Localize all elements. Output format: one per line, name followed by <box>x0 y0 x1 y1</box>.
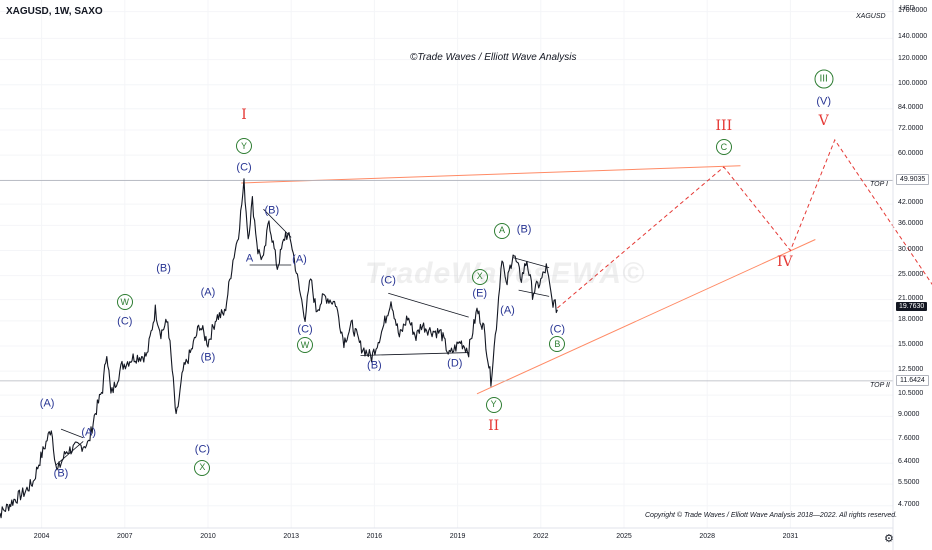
wave-label: (C) <box>236 161 252 174</box>
y-tick-label: 100.0000 <box>898 79 928 87</box>
wave-label: (E) <box>472 287 488 300</box>
x-tick-label: 2010 <box>200 533 216 540</box>
y-tick-label: 36.0000 <box>898 220 924 228</box>
wave-label: A <box>245 252 254 265</box>
y-tick-label: 21.0000 <box>898 294 924 302</box>
author-credit: ©Trade Waves / Elliott Wave Analysis <box>410 52 577 63</box>
y-tick-label: 10.5000 <box>898 390 924 398</box>
trendline-lower <box>476 239 816 395</box>
wave-label: (A) <box>200 286 216 299</box>
wave-label: Y <box>485 396 502 413</box>
x-tick-label: 2019 <box>449 533 466 540</box>
wave-label: (A) <box>500 304 515 317</box>
wave-label: X <box>471 268 488 285</box>
wave-label: (A) <box>39 397 55 410</box>
wave-label: Y <box>236 138 253 155</box>
trendline-tri-bot <box>360 352 469 356</box>
y-tick-label: 170.0000 <box>898 6 928 14</box>
gridlines <box>0 0 893 528</box>
symbol-title[interactable]: XAGUSD, 1W, SAXO <box>6 6 103 17</box>
watermark: TradeWavesEWA© <box>365 257 646 290</box>
x-tick-label: 2016 <box>366 533 383 540</box>
wave-label: W <box>116 294 133 311</box>
wave-label: (C) <box>117 315 133 328</box>
y-tick-label: 9.0000 <box>898 411 920 419</box>
y-tick-label: 6.4000 <box>898 458 920 466</box>
symbol-label-right: XAGUSD <box>856 13 886 20</box>
x-tick-label: 2007 <box>117 533 133 540</box>
y-tick-label: 7.6000 <box>898 434 920 442</box>
trendline-ab-2 <box>60 428 84 439</box>
x-tick-label: 2004 <box>33 533 50 540</box>
level-price-tag: 11.6424 <box>896 374 929 386</box>
wave-label: X <box>194 459 211 476</box>
horizontal-levels <box>0 180 893 382</box>
wave-label: (A) <box>81 426 97 439</box>
wave-label: (B) <box>156 262 171 275</box>
wave-label: III <box>814 69 834 89</box>
wave-label: C <box>715 139 732 156</box>
wave-label: (C) <box>549 323 566 336</box>
y-tick-label: 12.5000 <box>898 366 924 374</box>
wave-label: (D) <box>447 357 463 370</box>
gear-icon[interactable]: ⚙ <box>884 533 894 545</box>
wave-label: III <box>715 118 733 135</box>
projection-path <box>557 138 932 309</box>
wave-label: IV <box>777 253 793 270</box>
y-tick-label: 5.5000 <box>898 479 920 487</box>
x-tick-label: 2013 <box>283 533 299 540</box>
level-label: TOP I <box>870 181 888 189</box>
wave-label: (B) <box>200 351 216 364</box>
trendline-b-1 <box>512 257 550 268</box>
x-tick-label: 2031 <box>782 533 799 540</box>
y-tick-label: 25.0000 <box>898 270 924 278</box>
x-tick-label: 2022 <box>532 533 549 540</box>
wave-label: A <box>493 222 510 239</box>
last-price-tag: 19.7630 <box>896 302 928 311</box>
wave-label: V <box>818 112 829 129</box>
projection-line <box>557 138 932 309</box>
y-tick-label: 18.0000 <box>898 315 924 323</box>
wave-label: I <box>241 107 247 124</box>
copyright-notice: Copyright © Trade Waves / Elliott Wave A… <box>645 512 898 519</box>
wave-label: (A) <box>292 253 307 266</box>
wave-label: B <box>549 336 566 353</box>
wave-label: (B) <box>516 223 532 236</box>
y-tick-label: 120.0000 <box>898 54 928 62</box>
wave-label: (B) <box>264 204 280 217</box>
price-series <box>0 178 558 519</box>
wave-label: II <box>488 418 500 435</box>
trendline-ab-4 <box>263 208 292 238</box>
y-tick-label: 15.0000 <box>898 340 924 348</box>
y-tick-label: 42.0000 <box>898 199 924 207</box>
level-label: TOP II <box>870 381 890 389</box>
wave-label: (B) <box>53 467 69 480</box>
wave-label: (C) <box>194 443 211 456</box>
currency-label: USD <box>900 5 915 12</box>
y-tick-label: 4.7000 <box>898 500 920 508</box>
y-tick-label: 30.0000 <box>898 245 924 253</box>
y-tick-label: 72.0000 <box>898 124 924 132</box>
y-tick-label: 140.0000 <box>898 33 928 41</box>
level-price-tag: 49.9035 <box>896 174 930 186</box>
wave-label: (B) <box>367 359 382 372</box>
trendline-tri-top <box>388 292 469 318</box>
wave-label: W <box>297 337 314 354</box>
y-tick-label: 84.0000 <box>898 103 924 111</box>
wave-label: (C) <box>297 323 313 336</box>
x-tick-label: 2025 <box>616 533 632 540</box>
wave-label: (C) <box>380 274 396 287</box>
wave-label: (V) <box>816 95 831 108</box>
price-line <box>0 178 558 519</box>
x-tick-label: 2028 <box>699 533 715 540</box>
trendlines <box>55 165 816 466</box>
y-tick-label: 60.0000 <box>898 150 924 158</box>
